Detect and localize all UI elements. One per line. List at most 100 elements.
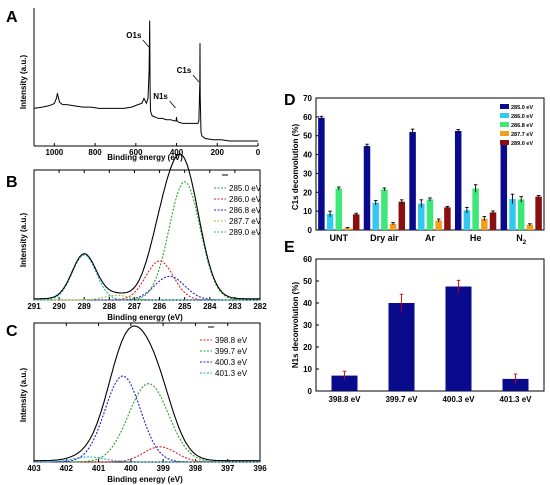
panel-d-legend-swatch — [500, 131, 509, 136]
panel-c-x-tick-label: 402 — [60, 464, 74, 473]
panel-a-survey-spectrum: Intensity (a.u.) Binding energy (eV) 100… — [19, 8, 261, 162]
panel-b-legend-label: 289.0 eV — [229, 228, 262, 237]
panel-d-legend-label: 287.7 eV — [511, 132, 533, 138]
panel-a-x-tick-label: 0 — [256, 148, 261, 157]
panel-d-bar — [517, 199, 525, 230]
panel-d-bar — [409, 131, 416, 230]
panel-b-ylabel: Intensity (a.u.) — [19, 213, 28, 268]
panel-a-peak-label: O1s — [126, 31, 142, 40]
panel-c-legend-label: 400.3 eV — [215, 358, 248, 367]
panel-d-bar — [344, 228, 351, 230]
panel-d-y-tick-label: 70 — [303, 94, 312, 103]
panel-c-n1s-spectrum: Intensity (a.u.) Binding energy (eV) 403… — [19, 322, 267, 484]
panel-c-component-peak — [34, 383, 260, 463]
panel-c-ylabel: Intensity (a.u.) — [19, 368, 28, 423]
panel-letter-e: E — [284, 239, 295, 256]
panel-b-legend-label: 287.7 eV — [229, 217, 262, 226]
panel-d-bar — [418, 203, 425, 230]
panel-d-bar — [335, 188, 343, 230]
panel-b-x-tick-label: 290 — [52, 302, 66, 311]
panel-d-category-label: He — [470, 233, 482, 243]
panel-d-bar — [472, 188, 479, 230]
panel-d-bar — [398, 201, 406, 230]
panel-d-bar — [500, 143, 508, 230]
panel-d-legend-label: 286.0 eV — [511, 114, 533, 120]
panel-e-y-tick-label: 40 — [303, 299, 312, 308]
panel-c-x-tick-label: 398 — [189, 464, 203, 473]
panel-a-x-tick-label: 400 — [170, 148, 184, 157]
panel-d-bar — [426, 199, 434, 230]
panel-d-legend-label: 289.0 eV — [511, 141, 533, 147]
panel-d-legend-swatch — [500, 104, 509, 109]
panel-e-bar — [502, 378, 529, 391]
panel-e-category-label: 400.3 eV — [442, 395, 475, 404]
panel-c-legend-label: 401.3 eV — [215, 369, 248, 378]
panel-b-component-peak — [34, 181, 260, 301]
panel-a-peak-label: C1s — [177, 66, 192, 75]
panel-letter-c: C — [6, 323, 18, 340]
panel-a-peak-label: N1s — [153, 92, 168, 101]
panel-e-bar — [388, 303, 415, 391]
panel-e-plot-frame — [315, 258, 545, 392]
panel-d-y-tick-label: 50 — [303, 132, 312, 141]
panel-c-envelope-line — [34, 325, 260, 462]
panel-c-x-tick-label: 403 — [27, 464, 41, 473]
panel-c-x-tick-label: 396 — [253, 464, 267, 473]
panel-d-bar — [454, 131, 462, 230]
panel-d-bar — [526, 224, 534, 230]
panel-d-bar — [326, 213, 334, 230]
panel-c-legend-label: 398.8 eV — [215, 336, 248, 345]
panel-e-ylabel: N1s deconvolution (%) — [291, 282, 300, 369]
panel-a-x-tick-label: 1000 — [45, 148, 63, 157]
panel-a-peak-pointer — [142, 39, 150, 48]
panel-d-bar — [389, 223, 397, 230]
panel-d-y-tick-label: 60 — [303, 113, 312, 122]
panel-d-bar — [509, 198, 516, 230]
panel-b-x-tick-label: 285 — [178, 302, 192, 311]
panel-b-envelope-line — [34, 153, 260, 300]
panel-e-category-label: 401.3 eV — [499, 395, 532, 404]
panel-e-category-label: 399.7 eV — [385, 395, 418, 404]
panel-b-legend-label: 286.8 eV — [229, 206, 262, 215]
panel-e-n1s-bar-chart: N1s deconvolution (%) 0 10 20 30 40 50 60 398.8… — [291, 255, 545, 404]
panel-c-component-peak — [34, 456, 260, 463]
panel-d-bar — [363, 146, 371, 230]
panel-b-c1s-spectrum: Intensity (a.u.) Binding energy (eV) 291… — [19, 153, 267, 322]
panel-d-legend-label: 286.8 eV — [511, 123, 533, 129]
panel-c-legend-label: 399.7 eV — [215, 347, 248, 356]
panel-d-bar — [463, 210, 471, 230]
panel-e-y-tick-label: 10 — [303, 365, 312, 374]
panel-d-y-tick-label: 30 — [303, 169, 312, 178]
panel-e-bar — [445, 286, 472, 391]
panel-c-component-peak — [34, 375, 260, 463]
panel-e-y-tick-label: 50 — [303, 277, 312, 286]
panel-c-x-tick-label: 400 — [124, 464, 138, 473]
panel-b-x-tick-label: 287 — [128, 302, 142, 311]
panel-e-y-tick-label: 60 — [303, 255, 312, 264]
panel-b-x-tick-label: 282 — [253, 302, 267, 311]
panel-d-category-label: Dry air — [370, 233, 399, 243]
panel-a-ylabel: Intensity (a.u.) — [19, 55, 28, 110]
panel-d-category-label: N2 — [516, 233, 527, 246]
panel-e-y-tick-label: 20 — [303, 343, 312, 352]
panel-a-x-tick-label: 800 — [88, 148, 102, 157]
panel-e-y-tick-label: 0 — [308, 387, 313, 396]
panel-a-x-tick-label: 600 — [129, 148, 143, 157]
panel-b-x-tick-label: 284 — [203, 302, 217, 311]
panel-d-category-label: UNT — [330, 233, 349, 243]
panel-d-ylabel: C1s deconvolution (%) — [291, 124, 300, 211]
panel-d-bar — [435, 220, 442, 230]
panel-b-component-peak — [34, 254, 260, 301]
panel-e-category-label: 398.8 eV — [328, 395, 361, 404]
panel-d-y-tick-label: 10 — [303, 207, 312, 216]
panel-a-peak-pointer — [169, 100, 176, 109]
panel-d-bar — [481, 218, 488, 230]
panel-d-legend-swatch — [500, 122, 509, 127]
panel-c-x-tick-label: 397 — [221, 464, 235, 473]
panel-d-y-tick-label: 20 — [303, 188, 312, 197]
panel-d-bar — [535, 196, 542, 230]
panel-e-y-tick-label: 30 — [303, 321, 312, 330]
panel-b-legend-label: 286.0 eV — [229, 195, 262, 204]
panel-c-x-tick-label: 399 — [156, 464, 170, 473]
